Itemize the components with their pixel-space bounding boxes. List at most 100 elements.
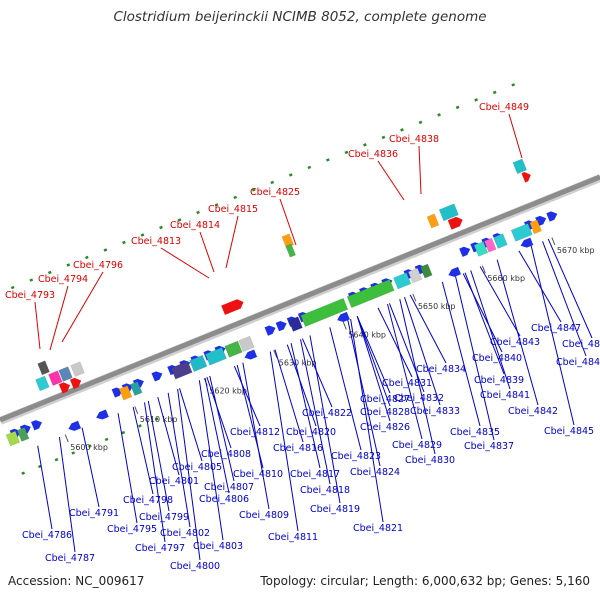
bottom-gene-label: Cbei_4809 — [239, 510, 289, 521]
bottom-gene-label: Cbei_4787 — [45, 553, 95, 564]
rna-tick — [88, 444, 92, 448]
outer-gene-block — [48, 370, 63, 386]
forward-gene — [264, 325, 276, 336]
gene-block-shape — [170, 360, 193, 380]
bottom-gene-label: Cbei_4831 — [382, 378, 432, 389]
rna-tick — [307, 165, 312, 170]
gene-block-shape — [118, 385, 133, 401]
outer-gene-arrow-shape — [221, 299, 244, 315]
kbp-tick-label: 5630 kbp — [279, 359, 317, 368]
outer-gene-arrow-shape — [58, 382, 71, 394]
genome-backbone — [0, 174, 600, 425]
rna-tick — [104, 437, 109, 442]
bottom-gene-label: Cbei_4806 — [199, 494, 249, 505]
gene-block — [238, 335, 255, 353]
backbone-line — [0, 174, 600, 423]
bottom-label-leader — [37, 445, 53, 530]
bottom-label-leader — [356, 316, 391, 407]
forward-gene-shape — [31, 420, 42, 431]
kbp-tick — [273, 349, 278, 358]
top-label-leader — [160, 247, 210, 279]
outer-gene-block — [70, 361, 85, 377]
bottom-label-leader — [309, 335, 341, 504]
bottom-gene-label: Cbei_4823 — [331, 451, 381, 462]
top-gene-label: Cbei_4836 — [348, 149, 398, 160]
outer-gene-arrow — [221, 299, 244, 315]
outer-gene-block-shape — [58, 366, 73, 382]
bottom-label-leader — [233, 365, 261, 427]
bottom-label-leader — [301, 338, 333, 408]
outer-gene-block-shape — [285, 243, 296, 258]
bottom-gene-label: Cbei_4801 — [149, 476, 199, 487]
bottom-gene-label: Cbei_4795 — [107, 524, 157, 535]
bottom-gene-label: Cbei_4821 — [353, 523, 403, 534]
reverse-strand-gene-shape — [68, 420, 81, 431]
bottom-label-leader — [132, 406, 154, 495]
top-gene-label: Cbei_4849 — [479, 102, 529, 113]
bottom-gene-label: Cbei_4791 — [69, 508, 119, 519]
gene-labels: Cbei_4793 Cbei_4794 Cbei_4796 Cbei_4813 Cbei… — [5, 102, 600, 572]
reverse-strand-gene — [96, 409, 109, 420]
bottom-label-leader — [455, 276, 495, 441]
bottom-label-leader — [117, 413, 138, 524]
gene-block-shape — [529, 219, 542, 235]
outer-gene-block-shape — [70, 361, 85, 377]
bottom-label-leader — [542, 241, 587, 357]
rna-tick — [29, 278, 34, 282]
map-title: Clostridium beijerinckii NCIMB 8052, com… — [113, 9, 487, 25]
gene-block — [473, 241, 489, 257]
bottom-gene-label: Cbei_4839 — [474, 375, 524, 386]
rna-tick — [103, 248, 108, 252]
gene-block-shape — [16, 426, 30, 442]
bottom-gene-label: Cbei_4828 — [360, 407, 410, 418]
gene-block — [300, 297, 349, 327]
gene-block — [510, 223, 533, 242]
bottom-gene-label: Cbei_4802 — [160, 528, 210, 539]
bottom-gene-label: Cbei_4848 — [562, 339, 600, 350]
bottom-label-leader — [206, 377, 232, 449]
gene-block-shape — [5, 430, 21, 447]
reverse-strand-gene — [520, 237, 534, 248]
kbp-tick-label: 5610 kbp — [140, 415, 178, 424]
bottom-label-leader — [179, 388, 203, 462]
gene-block — [393, 272, 412, 290]
outer-gene-arrow-shape — [521, 171, 531, 183]
rna-tick — [233, 195, 238, 200]
bottom-gene-label: Cbei_4840 — [472, 353, 522, 364]
rna-tick — [251, 188, 256, 192]
gene-block-shape — [493, 233, 508, 249]
accession-text: Accession: NC_009617 — [8, 574, 145, 588]
rna-tick-rows — [10, 83, 516, 475]
gene-block-shape — [346, 279, 395, 309]
bottom-label-leader — [518, 250, 562, 323]
rna-tick — [270, 180, 275, 185]
top-gene-label: Cbei_4838 — [389, 134, 439, 145]
top-gene-label: Cbei_4793 — [5, 290, 55, 301]
bottom-gene-label: Cbei_4842 — [508, 406, 558, 417]
gene-tracks — [5, 158, 558, 447]
top-label-leader — [279, 198, 297, 246]
bottom-gene-label: Cbei_4808 — [201, 449, 251, 460]
reverse-strand-gene-shape — [520, 237, 534, 248]
gene-block-shape — [224, 340, 243, 358]
kbp-tick — [64, 434, 69, 443]
kbp-tick-label: 5600 kbp — [70, 443, 108, 452]
rna-tick — [71, 451, 76, 455]
bottom-label-leader — [269, 351, 299, 532]
bottom-gene-label: Cbei_4797 — [135, 543, 185, 554]
label-leader-lines — [34, 113, 593, 561]
bottom-label-leader — [242, 362, 270, 510]
gene-block-shape — [238, 335, 255, 353]
forward-gene-shape — [546, 211, 558, 222]
bottom-label-leader — [329, 327, 362, 451]
bottom-gene-label: Cbei_4800 — [170, 561, 220, 572]
kbp-tick-label: 5660 kbp — [487, 274, 525, 283]
reverse-strand-gene — [337, 311, 350, 322]
top-label-leader — [377, 160, 405, 201]
kbp-ticks: 5600 kbp 5610 kbp 5620 kbp 5630 kbp 5640 kbp… — [64, 237, 595, 452]
rna-tick — [288, 173, 293, 177]
bottom-label-leader — [470, 270, 511, 390]
outer-gene-arrow — [521, 171, 531, 183]
top-label-leader — [418, 145, 422, 195]
kbp-tick — [551, 237, 556, 246]
